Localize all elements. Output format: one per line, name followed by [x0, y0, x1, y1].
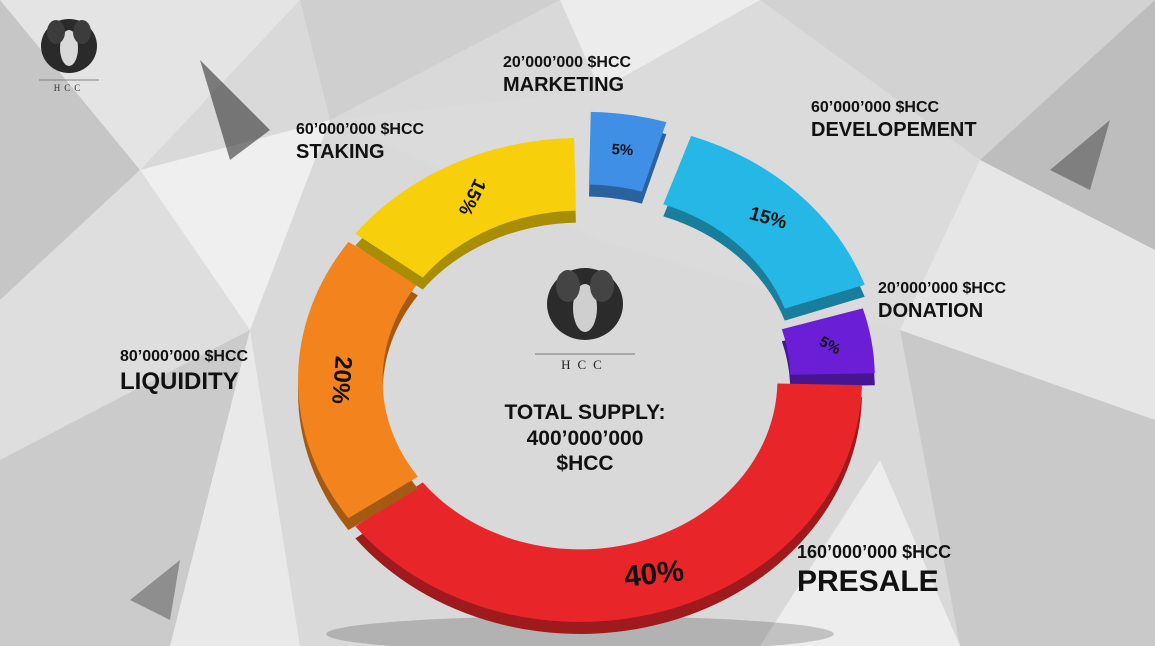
name-donation: DONATION: [878, 299, 984, 322]
slice-presale: [355, 383, 862, 622]
slice-marketing: [589, 111, 667, 192]
label-donation: 20’000’000 $HCC DONATION: [878, 280, 1007, 322]
amount-staking: 60’000’000 $HCC: [296, 121, 425, 138]
slice-developement: [663, 135, 865, 309]
value-label-presale: 40%: [622, 554, 685, 593]
total-supply-line3: $HCC: [556, 452, 614, 476]
total-supply: TOTAL SUPPLY: 400’000’000 $HCC: [470, 400, 700, 477]
name-presale: PRESALE: [797, 564, 939, 598]
label-developement: 60’000’000 $HCC DEVELOPEMENT: [811, 99, 977, 141]
label-presale: 160’000’000 $HCC PRESALE: [797, 543, 951, 597]
name-developement: DEVELOPEMENT: [811, 118, 977, 141]
logo-center-text: HCC: [561, 357, 609, 372]
total-supply-line2: 400’000’000: [526, 426, 644, 450]
logo-small-text: HCC: [54, 83, 85, 93]
slice-staking: [355, 138, 576, 278]
amount-marketing: 20’000’000 $HCC: [503, 54, 632, 71]
slice-liquidity: [297, 241, 418, 519]
name-marketing: MARKETING: [503, 73, 625, 96]
amount-developement: 60’000’000 $HCC: [811, 99, 940, 116]
amount-liquidity: 80’000’000 $HCC: [120, 348, 249, 365]
hcc-logo-center: HCC: [535, 268, 635, 372]
value-label-marketing: 5%: [611, 141, 634, 159]
amount-donation: 20’000’000 $HCC: [878, 280, 1007, 297]
name-liquidity: LIQUIDITY: [120, 367, 239, 395]
slice-donation: [781, 308, 875, 375]
total-supply-line1: TOTAL SUPPLY:: [504, 401, 666, 424]
value-label-liquidity: 20%: [326, 355, 357, 405]
label-marketing: 20’000’000 $HCC MARKETING: [503, 54, 632, 96]
hcc-logo-small: HCC: [39, 19, 99, 93]
name-staking: STAKING: [296, 140, 385, 163]
amount-presale: 160’000’000 $HCC: [797, 542, 952, 562]
label-liquidity: 80’000’000 $HCC LIQUIDITY: [120, 348, 249, 395]
label-staking: 60’000’000 $HCC STAKING: [296, 121, 425, 163]
